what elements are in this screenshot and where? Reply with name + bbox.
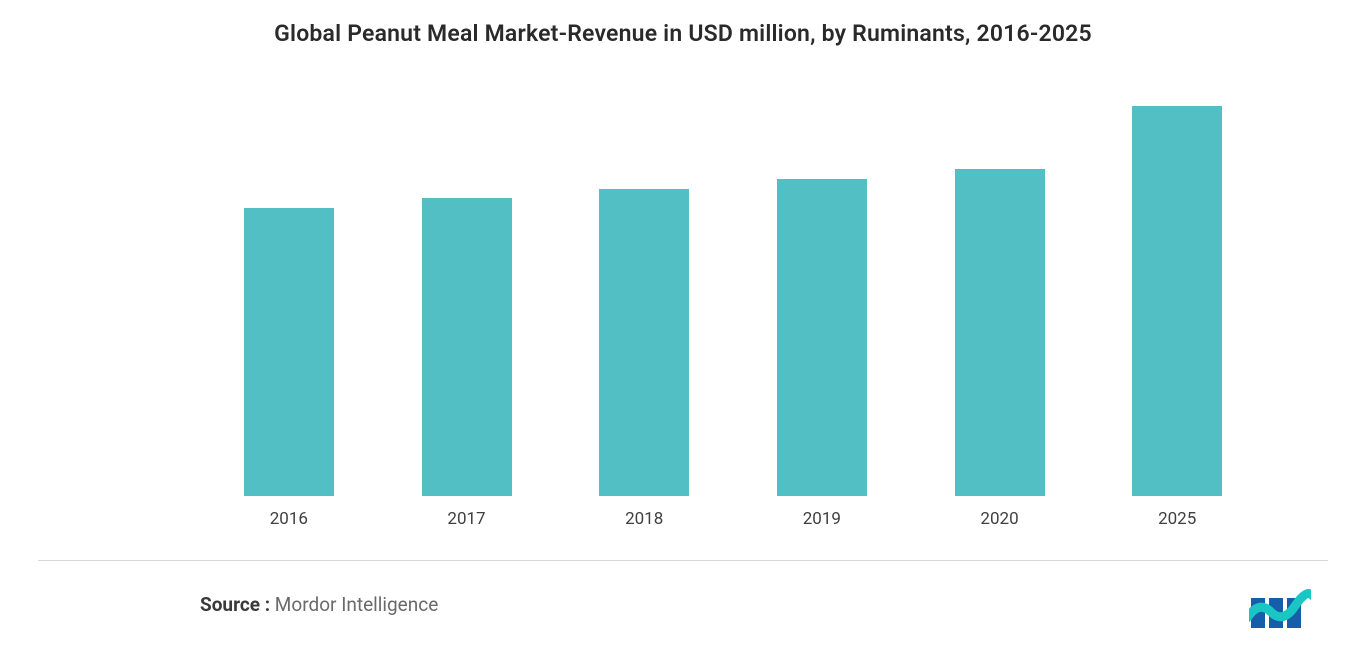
footer-divider [38, 560, 1328, 561]
x-label: 2019 [733, 509, 911, 529]
bar-2025 [1132, 106, 1222, 496]
bar-2020 [955, 169, 1045, 496]
bar-group [1088, 87, 1266, 496]
bar-2018 [599, 189, 689, 497]
source-label: Source : [200, 593, 270, 616]
x-label: 2018 [555, 509, 733, 529]
x-label: 2016 [200, 509, 378, 529]
source-value: Mordor Intelligence [270, 593, 438, 616]
bar-group [378, 87, 556, 496]
source-line: Source : Mordor Intelligence [200, 593, 438, 616]
x-label: 2017 [378, 509, 556, 529]
bar-group [555, 87, 733, 496]
chart-title: Global Peanut Meal Market-Revenue in USD… [0, 20, 1366, 47]
chart-container: Global Peanut Meal Market-Revenue in USD… [0, 0, 1366, 655]
logo-icon [1249, 588, 1311, 628]
bar-group [911, 87, 1089, 496]
bar-2017 [422, 198, 512, 496]
plot-area [200, 87, 1266, 497]
bar-2016 [244, 208, 334, 496]
x-label: 2020 [911, 509, 1089, 529]
bar-group [733, 87, 911, 496]
bar-group [200, 87, 378, 496]
footer-region: Source : Mordor Intelligence [0, 560, 1366, 655]
bar-2019 [777, 179, 867, 496]
x-axis-labels: 2016 2017 2018 2019 2020 2025 [200, 509, 1266, 529]
x-label: 2025 [1088, 509, 1266, 529]
